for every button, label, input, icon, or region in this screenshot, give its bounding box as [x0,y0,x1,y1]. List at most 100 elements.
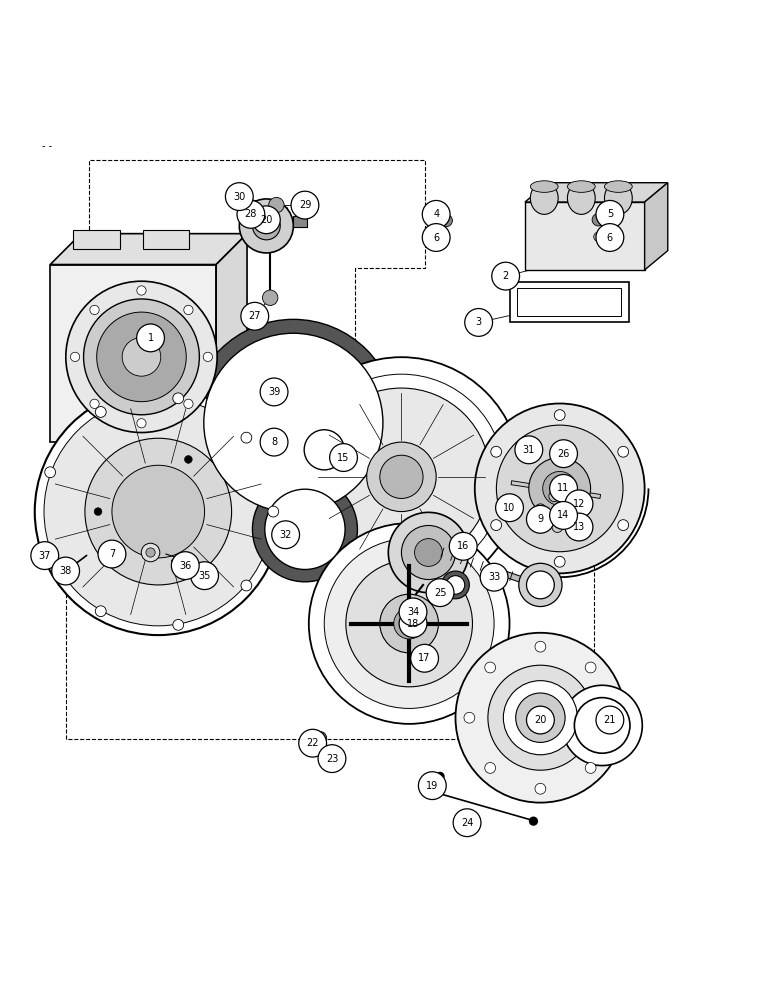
Circle shape [94,508,102,515]
Circle shape [449,532,477,560]
Ellipse shape [567,181,595,192]
Circle shape [241,432,252,443]
Text: 16: 16 [457,541,469,551]
Circle shape [346,560,472,687]
Ellipse shape [567,182,595,214]
Circle shape [401,525,455,580]
Polygon shape [525,202,645,270]
Circle shape [596,200,624,228]
Text: 6: 6 [433,233,439,243]
Circle shape [488,665,593,770]
Circle shape [137,286,146,295]
Text: 2: 2 [503,271,509,281]
Circle shape [45,546,56,556]
Text: 19: 19 [426,781,438,791]
Circle shape [190,319,397,526]
Circle shape [70,352,80,362]
Text: 20: 20 [534,715,547,725]
Circle shape [137,324,164,352]
Text: 11: 11 [557,483,570,493]
Circle shape [565,490,593,518]
Circle shape [313,388,490,566]
Circle shape [388,512,469,593]
Ellipse shape [604,182,632,214]
Circle shape [191,562,218,590]
Circle shape [415,539,442,566]
Circle shape [31,542,59,569]
Polygon shape [525,183,668,202]
Circle shape [592,214,604,226]
Circle shape [329,747,338,756]
Circle shape [465,309,493,336]
FancyBboxPatch shape [510,282,629,322]
Circle shape [418,772,446,800]
Circle shape [90,399,99,408]
Circle shape [594,232,603,241]
Circle shape [435,772,445,781]
Text: 14: 14 [557,510,570,520]
Text: 5: 5 [607,209,613,219]
FancyBboxPatch shape [143,230,189,249]
Circle shape [295,420,354,479]
Circle shape [550,502,577,529]
Circle shape [191,569,202,580]
Text: 24: 24 [461,818,473,828]
Circle shape [527,706,554,734]
Circle shape [268,506,279,517]
Circle shape [324,539,494,708]
Polygon shape [645,183,668,270]
Circle shape [543,471,577,505]
Circle shape [485,763,496,773]
Circle shape [35,388,282,635]
Circle shape [83,299,199,415]
Circle shape [66,281,217,433]
Text: 6: 6 [607,233,613,243]
Circle shape [204,333,383,512]
Text: 12: 12 [573,499,585,509]
Circle shape [564,498,575,509]
Circle shape [394,608,425,639]
Circle shape [95,606,106,617]
Circle shape [98,540,126,568]
Text: 39: 39 [268,387,280,397]
Ellipse shape [604,181,632,192]
Circle shape [496,425,623,552]
Text: 23: 23 [326,754,338,764]
Circle shape [550,475,577,502]
Circle shape [562,685,642,766]
FancyBboxPatch shape [73,230,120,249]
Circle shape [262,290,278,305]
Circle shape [241,302,269,330]
Text: 35: 35 [198,571,211,581]
Circle shape [272,521,300,549]
Circle shape [96,407,106,417]
Circle shape [527,571,554,599]
Circle shape [596,706,624,734]
Circle shape [299,374,504,580]
Polygon shape [50,234,247,265]
Text: 37: 37 [39,551,51,561]
Circle shape [491,446,502,457]
Circle shape [225,183,253,211]
Circle shape [446,576,465,594]
Text: 22: 22 [306,738,319,748]
Circle shape [422,200,450,228]
Circle shape [480,563,508,591]
Text: 9: 9 [537,514,543,524]
Circle shape [203,352,212,362]
Text: 15: 15 [337,453,350,463]
Text: 32: 32 [279,530,292,540]
Text: 20: 20 [260,215,273,225]
Circle shape [260,378,288,406]
Circle shape [411,644,438,672]
Text: 21: 21 [604,715,616,725]
Circle shape [400,606,408,613]
Text: - -: - - [42,141,52,151]
Circle shape [237,200,265,228]
Circle shape [252,212,280,240]
Circle shape [435,231,445,240]
Circle shape [171,552,199,580]
Circle shape [554,410,565,420]
Text: 1: 1 [147,333,154,343]
Text: 36: 36 [179,561,191,571]
